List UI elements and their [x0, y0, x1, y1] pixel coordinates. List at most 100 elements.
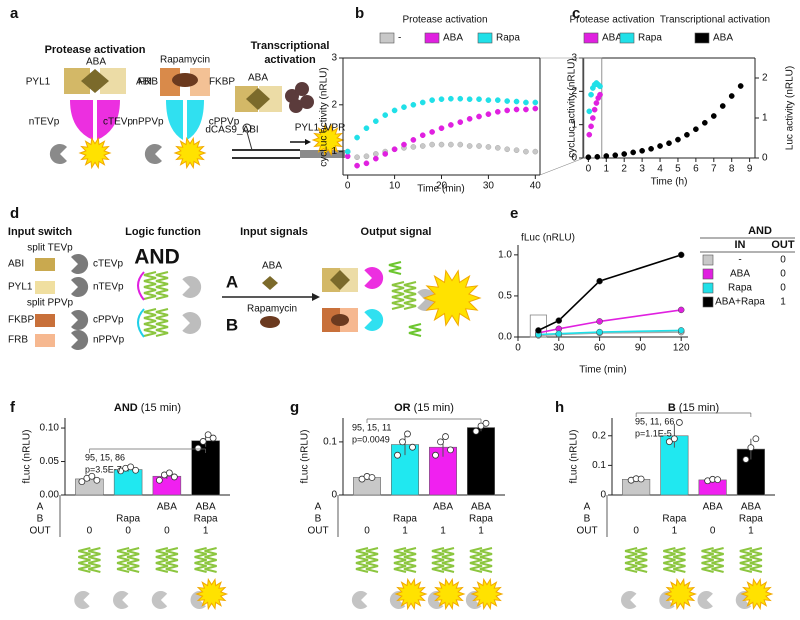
- data-point: [419, 99, 426, 106]
- panel-label: g: [290, 399, 299, 416]
- panel-label: b: [355, 5, 364, 22]
- diagram-label: dCAS9_ABI: [205, 125, 258, 136]
- diagram-label: FKBP: [8, 315, 34, 326]
- helix-icon: [155, 271, 169, 300]
- diagram-label: ABI: [136, 77, 152, 88]
- shape-icon: [305, 139, 311, 145]
- data-point: [438, 96, 445, 103]
- data-point: [504, 98, 511, 104]
- helix-icon: [408, 323, 422, 337]
- title-sub: (15 min): [141, 402, 181, 414]
- data-line: [538, 329, 682, 336]
- data-point: [401, 104, 407, 110]
- light-icon: [432, 577, 466, 611]
- replicate-point: [155, 476, 163, 484]
- x-tick-label: 30: [553, 343, 565, 354]
- helix-icon: [388, 261, 402, 275]
- x-tick-label: 30: [483, 181, 495, 192]
- stat-annotation: 95, 15, 86: [85, 452, 125, 462]
- helix-icon: [431, 547, 445, 573]
- data-point: [457, 119, 464, 125]
- replicate-point: [747, 444, 755, 452]
- table-cell: Rapa: [662, 514, 686, 525]
- data-point: [532, 99, 539, 106]
- molecule-icon: [172, 73, 198, 87]
- data-point: [648, 145, 654, 152]
- chart-title: AND (15 min): [114, 402, 181, 414]
- table-out: 0: [780, 255, 786, 266]
- legend-label: -: [738, 255, 741, 266]
- y-tick-label: 1: [762, 113, 768, 124]
- x-tick-label: 3: [639, 164, 645, 175]
- x-tick-label: 8: [729, 164, 735, 175]
- helix-icon: [479, 547, 493, 573]
- data-point: [666, 140, 672, 147]
- title-sub: (15 min): [414, 402, 454, 414]
- y-tick-label: 0.1: [592, 460, 606, 471]
- diagram-label: nTEVp: [93, 282, 124, 293]
- legend-swatch: [619, 32, 635, 44]
- y-tick-label: 0.2: [592, 430, 606, 441]
- data-point: [701, 119, 708, 126]
- data-point: [593, 100, 600, 106]
- helix-icon: [204, 547, 217, 573]
- replicate-point: [93, 476, 101, 484]
- helix-icon: [116, 547, 130, 573]
- diagram-label: cTEVp: [103, 117, 133, 128]
- legend-label: Rapa: [728, 283, 752, 294]
- data-point: [448, 95, 454, 102]
- protein-icon: [351, 591, 368, 609]
- light-icon: [422, 269, 482, 327]
- x-tick-label: 120: [673, 343, 690, 354]
- replicate-point: [194, 444, 202, 452]
- diagram-label: PYL1_VPR: [295, 123, 346, 134]
- x-tick-label: 0: [586, 164, 592, 175]
- data-point: [438, 141, 445, 148]
- replicate-point: [404, 430, 411, 438]
- data-point: [586, 108, 593, 115]
- row-label: A: [315, 502, 322, 513]
- y-tick-label: 2: [571, 86, 577, 97]
- legend-swatch: [702, 254, 714, 266]
- helix-icon: [634, 547, 648, 573]
- data-point: [382, 112, 389, 118]
- diagram-label: Input signals: [240, 226, 308, 238]
- helix-icon: [673, 547, 686, 573]
- table-cell: 0: [125, 526, 131, 537]
- data-point: [476, 96, 482, 103]
- legend-swatch: [379, 32, 395, 44]
- helix-icon: [143, 271, 157, 300]
- replicate-point: [442, 433, 449, 440]
- data-point: [410, 137, 417, 143]
- table-cell: 0: [364, 526, 370, 537]
- helix-icon: [749, 547, 763, 573]
- y-tick-label: 3: [331, 53, 337, 64]
- y-tick-label: 0.5: [498, 291, 512, 302]
- x-tick-label: 90: [635, 343, 647, 354]
- block-icon: [190, 68, 210, 96]
- activator-icon: [300, 95, 314, 109]
- x-tick-label: 4: [657, 164, 663, 175]
- data-point: [590, 115, 596, 121]
- replicate-point: [88, 472, 96, 480]
- diagram-label: Protease activation: [45, 44, 146, 56]
- legend-label: Rapa: [496, 33, 520, 44]
- y-tick-label: 2: [762, 73, 768, 84]
- legend-title: Protease activation: [569, 15, 654, 26]
- data-point: [675, 136, 681, 143]
- y-tick-label: 1: [571, 119, 577, 130]
- x-label: Time (min): [417, 184, 464, 195]
- protein-icon: [71, 309, 89, 330]
- replicate-point: [482, 419, 490, 427]
- molecule-icon: [260, 316, 280, 328]
- protease-half: [166, 100, 183, 140]
- replicate-point: [170, 473, 178, 481]
- diagram-label: B: [226, 315, 238, 334]
- block-icon: [35, 258, 55, 271]
- data-point: [354, 154, 360, 161]
- y-label: fLuc (nRLU): [22, 430, 33, 484]
- replicate-point: [714, 476, 722, 484]
- table-cell: Rapa: [194, 514, 218, 525]
- data-point: [523, 106, 529, 113]
- block-icon: [35, 334, 55, 347]
